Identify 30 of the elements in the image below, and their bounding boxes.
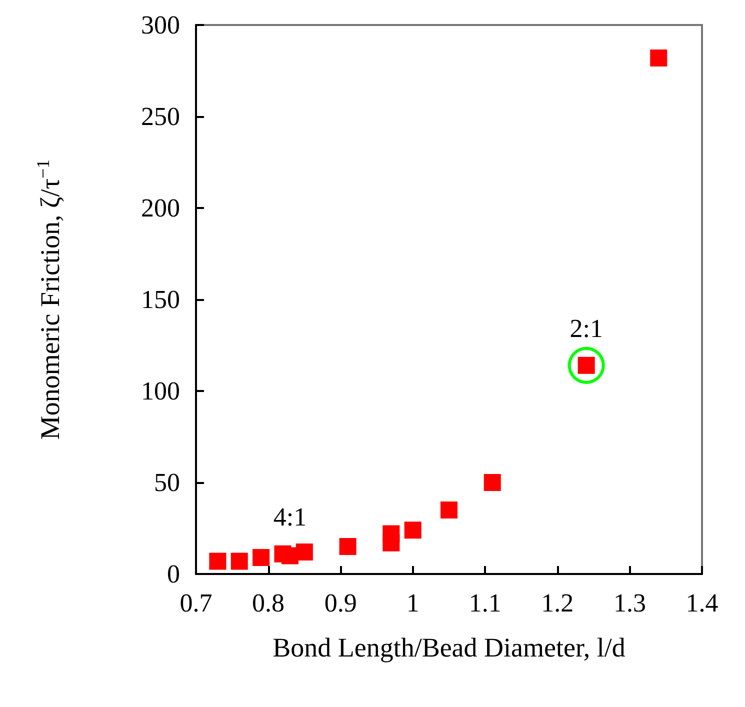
x-tick-label: 1.3	[613, 588, 646, 618]
point	[650, 49, 668, 66]
point	[382, 534, 400, 552]
point	[296, 544, 313, 561]
y-tick-label: 100	[141, 376, 180, 406]
y-tick-label: 200	[141, 194, 180, 222]
y-tick-label: 300	[141, 10, 180, 40]
y-axis-title: Monomeric Friction, ζ/τ−1	[33, 159, 65, 440]
point	[209, 552, 226, 570]
x-tick-label: 0.8	[252, 588, 285, 618]
x-tick-label: 1.2	[541, 588, 574, 618]
annotation: 2:1	[570, 314, 603, 343]
point	[440, 501, 458, 518]
point	[252, 549, 270, 566]
point	[404, 522, 422, 539]
y-tick-label: 250	[141, 102, 180, 131]
point	[230, 552, 248, 570]
y-tick-label: 0	[167, 560, 180, 588]
x-tick-label: 1	[406, 588, 420, 618]
annotation: 4:1	[273, 502, 307, 532]
x-tick-label: 1.1	[468, 588, 502, 618]
x-axis-title: Bond Length/Bead Diameter, l/d	[272, 632, 626, 662]
y-tick-label: 150	[141, 285, 180, 314]
y-tick-label: 50	[154, 468, 180, 497]
x-tick-label: 1.4	[686, 588, 718, 618]
point	[568, 346, 605, 384]
point	[339, 538, 356, 556]
x-tick-label: 0.9	[324, 588, 357, 618]
point	[484, 474, 501, 491]
x-tick-label: 0.7	[180, 588, 212, 618]
